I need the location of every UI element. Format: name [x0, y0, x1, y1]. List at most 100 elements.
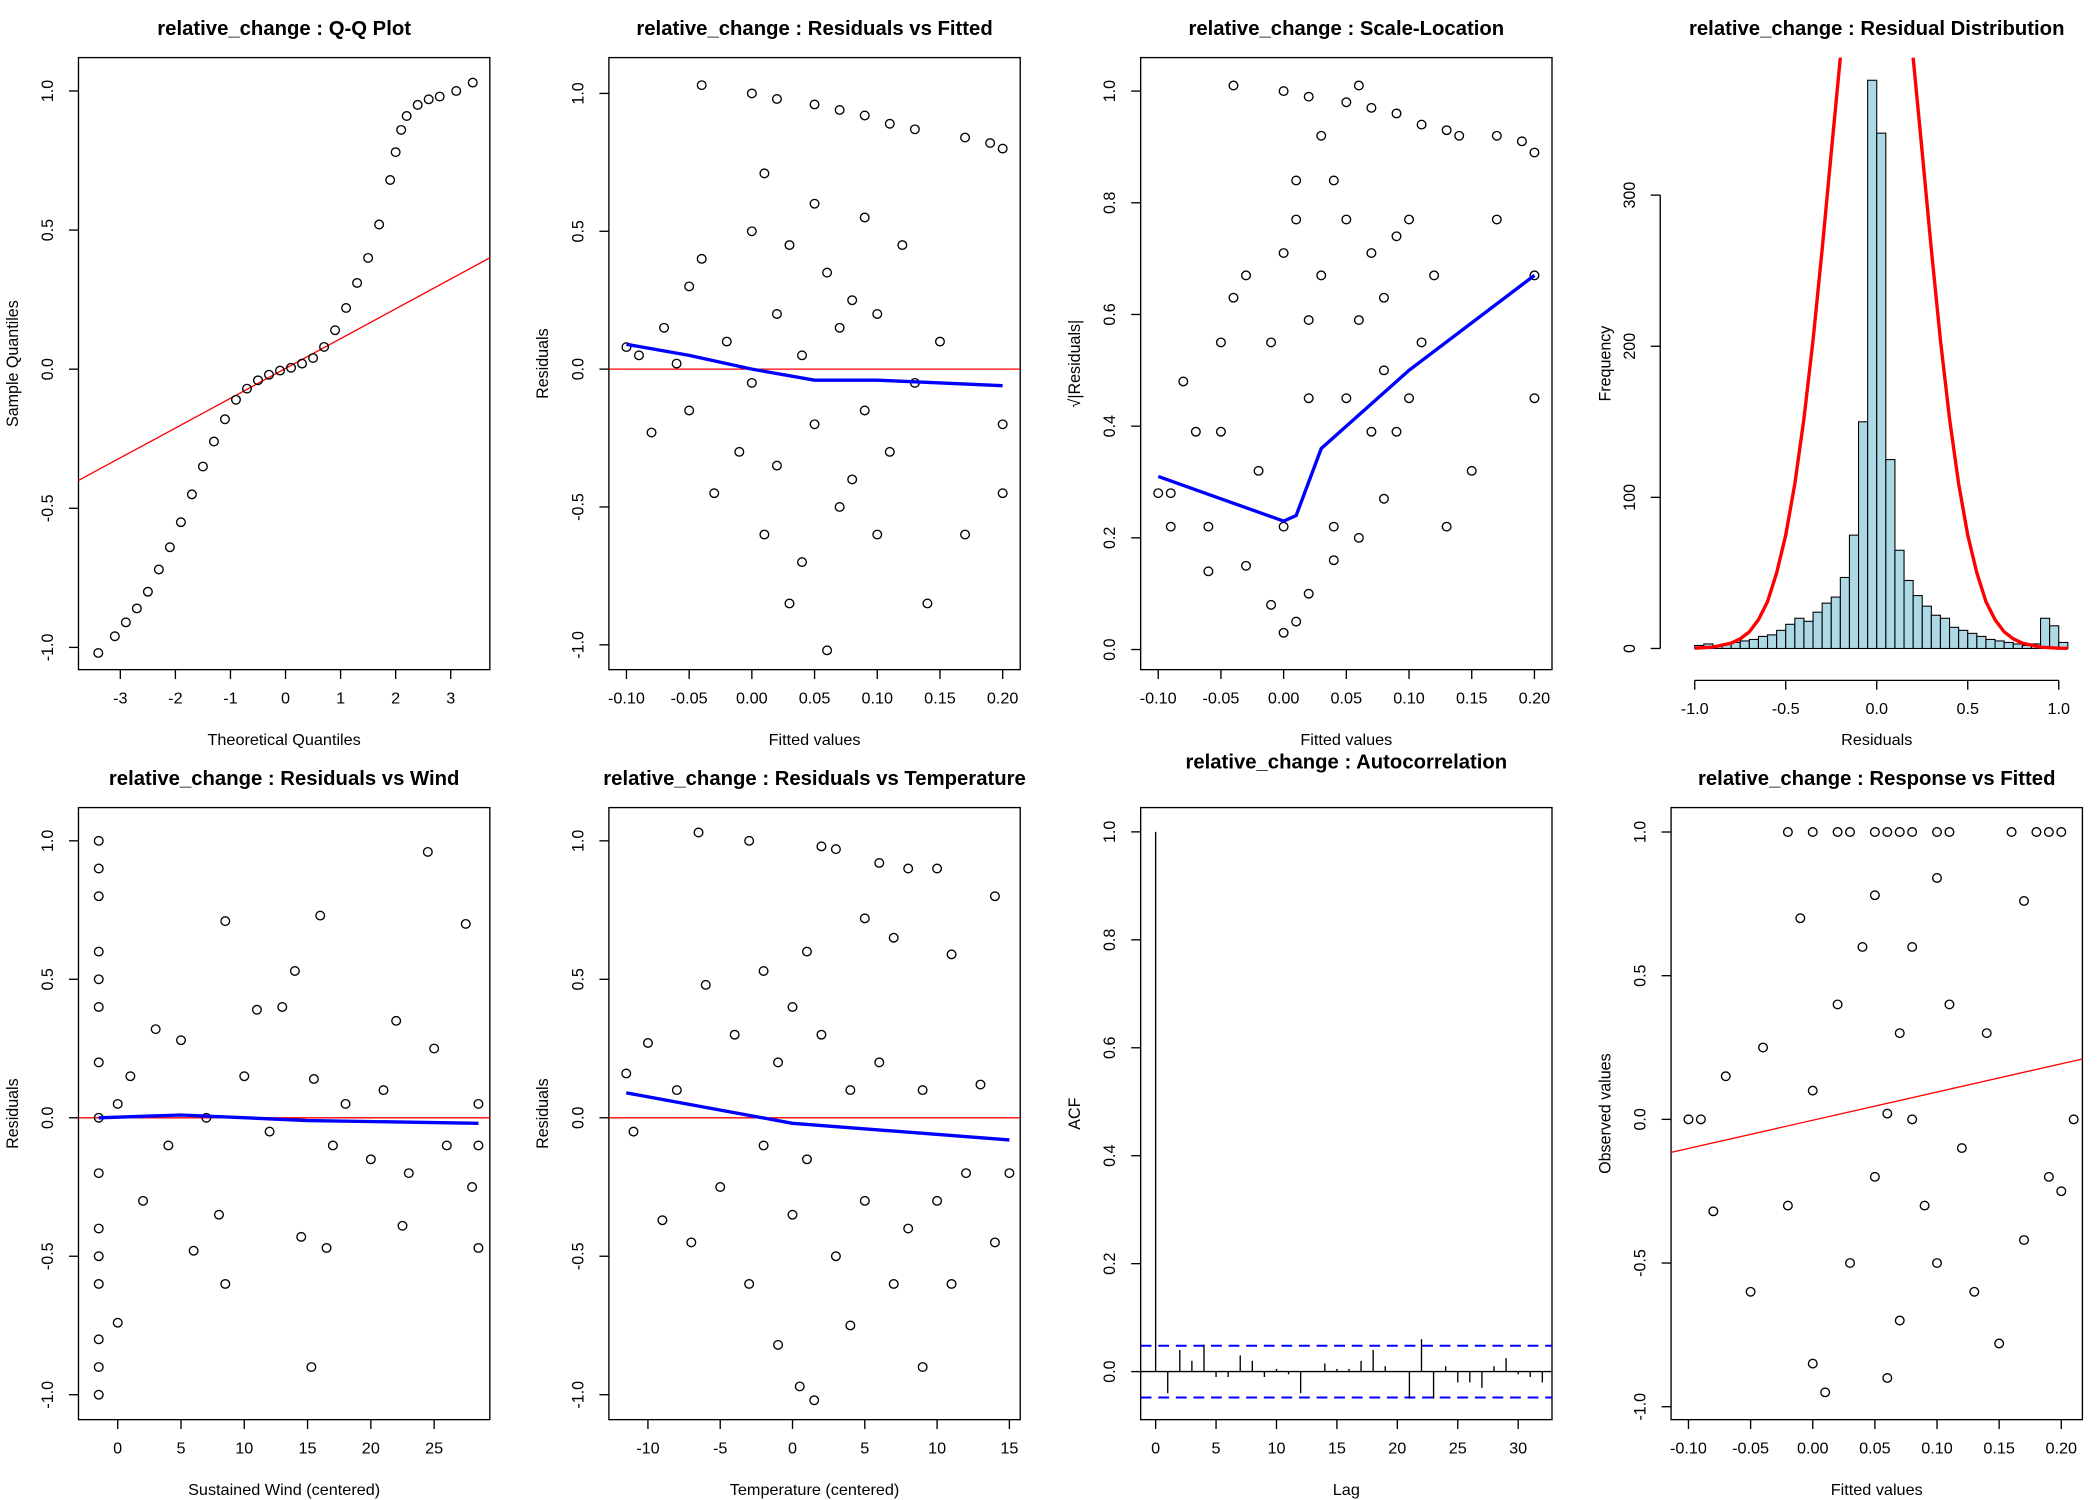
x-tick-label: 0.5 — [1956, 700, 1979, 718]
point — [1795, 913, 1806, 924]
point — [1683, 1114, 1694, 1125]
y-tick-label: 0.0 — [1632, 1108, 1650, 1130]
y-axis-label: Residuals — [4, 1078, 22, 1149]
point — [365, 1154, 376, 1165]
x-tick-label: 0.00 — [736, 689, 768, 707]
point — [686, 1237, 697, 1248]
plot-area — [608, 827, 1021, 1406]
x-tick-label: -3 — [113, 689, 127, 707]
y-tick-label: 1.0 — [569, 830, 587, 852]
point — [239, 1071, 250, 1082]
point — [391, 1015, 402, 1026]
point — [834, 105, 845, 115]
point — [1907, 827, 1918, 837]
point — [816, 1029, 827, 1040]
bar — [1876, 132, 1887, 650]
point — [1845, 827, 1856, 837]
point — [1328, 175, 1339, 186]
point — [241, 383, 252, 394]
plot-frame — [1139, 806, 1553, 1421]
point — [845, 1085, 856, 1096]
point — [2043, 1171, 2054, 1182]
point — [859, 110, 870, 121]
point — [308, 1074, 319, 1084]
point — [340, 1098, 351, 1109]
point — [657, 1215, 668, 1226]
point — [1153, 488, 1164, 499]
point — [847, 295, 858, 306]
panel: relative_change : Response vs Fitted Fitt… — [1596, 768, 2084, 1499]
y-tick-label: 0.5 — [569, 968, 587, 990]
point — [1215, 337, 1226, 348]
point — [2018, 1235, 2030, 1246]
point — [1391, 426, 1402, 437]
y-tick-label: 0.0 — [569, 1107, 587, 1129]
point — [1240, 560, 1252, 571]
plot-frame — [77, 56, 491, 671]
point — [1004, 1168, 1015, 1179]
bar — [1748, 638, 1759, 650]
point — [150, 1024, 161, 1035]
y-tick-label: 0.6 — [1101, 303, 1119, 325]
point — [1240, 270, 1252, 281]
point — [1303, 588, 1314, 599]
point — [188, 1245, 199, 1256]
point — [1328, 555, 1339, 566]
y-tick-label: 0.2 — [1101, 527, 1119, 549]
x-tick-label: 0.0 — [1865, 700, 1888, 718]
y-axis-label: Observed values — [1596, 1053, 1614, 1174]
point — [93, 1057, 104, 1068]
point — [473, 1098, 484, 1109]
y-tick-label: 0.0 — [1101, 638, 1119, 660]
y-axis-label: Residuals — [534, 328, 552, 399]
point — [434, 91, 445, 102]
point — [1466, 465, 1477, 476]
bar — [1885, 459, 1896, 650]
point — [1944, 999, 1955, 1010]
point — [1820, 1387, 1831, 1398]
point — [642, 1038, 653, 1048]
point — [264, 1126, 275, 1137]
point — [296, 1231, 307, 1242]
x-tick-label: 5 — [860, 1439, 869, 1457]
x-tick-label: 10 — [1267, 1439, 1285, 1457]
point — [784, 598, 795, 609]
point — [1278, 248, 1289, 258]
point — [1869, 890, 1880, 901]
point — [961, 1168, 972, 1179]
x-tick-label: 0.15 — [924, 689, 956, 707]
point — [917, 1362, 928, 1372]
point — [112, 1317, 123, 1328]
y-tick-label: 0.4 — [1101, 415, 1119, 437]
point — [960, 529, 971, 540]
point — [1416, 119, 1427, 130]
point — [989, 1237, 1000, 1248]
point — [771, 93, 782, 104]
point — [220, 1278, 231, 1289]
point — [93, 1168, 104, 1179]
x-tick-label: 2 — [391, 689, 400, 707]
point — [801, 946, 812, 957]
point — [809, 198, 820, 209]
point — [946, 949, 957, 960]
y-axis-label: Residuals — [534, 1078, 552, 1149]
x-tick-label: 10 — [928, 1439, 946, 1457]
point — [93, 1002, 104, 1012]
bar — [1939, 617, 1951, 650]
panel-title: relative_change : Response vs Fitted — [1698, 768, 2055, 790]
point — [700, 979, 711, 990]
panel-title: relative_change : Residual Distribution — [1689, 18, 2064, 40]
point — [1378, 365, 1389, 376]
bar — [1903, 579, 1914, 650]
x-tick-label: 0.05 — [799, 689, 831, 707]
point — [709, 488, 720, 499]
x-axis-label: Fitted values — [769, 731, 861, 749]
point — [822, 267, 833, 278]
x-tick-label: 0 — [788, 1439, 797, 1457]
point — [1529, 147, 1540, 158]
x-axis-label: Lag — [1333, 1481, 1360, 1499]
point — [1266, 337, 1277, 348]
point — [746, 226, 757, 237]
x-tick-label: 0 — [1151, 1439, 1160, 1457]
y-tick-label: 0.8 — [1101, 929, 1119, 951]
